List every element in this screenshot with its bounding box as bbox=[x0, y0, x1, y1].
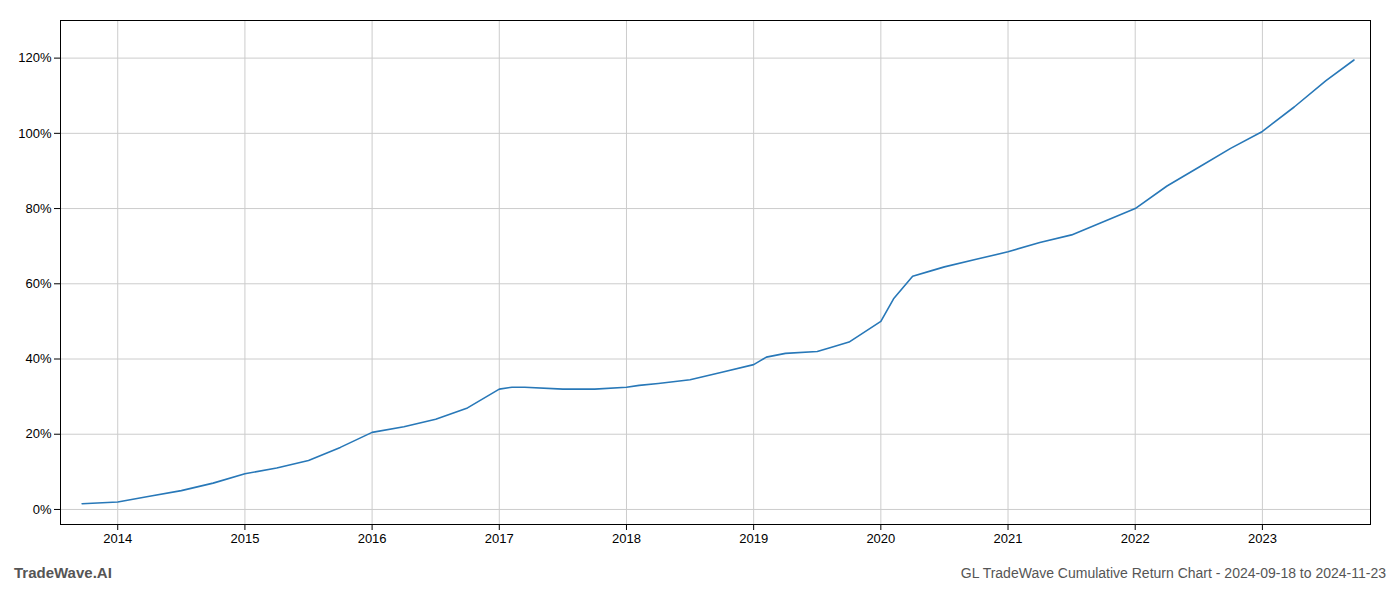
svg-text:2020: 2020 bbox=[866, 531, 895, 546]
svg-text:2023: 2023 bbox=[1248, 531, 1277, 546]
svg-text:2021: 2021 bbox=[994, 531, 1023, 546]
svg-text:2018: 2018 bbox=[612, 531, 641, 546]
svg-text:2015: 2015 bbox=[230, 531, 259, 546]
svg-text:2016: 2016 bbox=[358, 531, 387, 546]
svg-text:100%: 100% bbox=[18, 125, 52, 140]
svg-text:60%: 60% bbox=[25, 276, 51, 291]
html-text:TradeWave.AI: TradeWave.AI bbox=[14, 564, 112, 581]
svg-text:120%: 120% bbox=[18, 50, 52, 65]
svg-text:2017: 2017 bbox=[485, 531, 514, 546]
svg-text:2022: 2022 bbox=[1121, 531, 1150, 546]
html-text:GL TradeWave Cumulative Return: GL TradeWave Cumulative Return Chart - 2… bbox=[960, 565, 1386, 581]
svg-text:40%: 40% bbox=[25, 351, 51, 366]
svg-text:0%: 0% bbox=[33, 502, 52, 517]
svg-text:80%: 80% bbox=[25, 201, 51, 216]
svg-text:2014: 2014 bbox=[103, 531, 132, 546]
svg-text:2019: 2019 bbox=[739, 531, 768, 546]
svg-text:20%: 20% bbox=[25, 426, 51, 441]
